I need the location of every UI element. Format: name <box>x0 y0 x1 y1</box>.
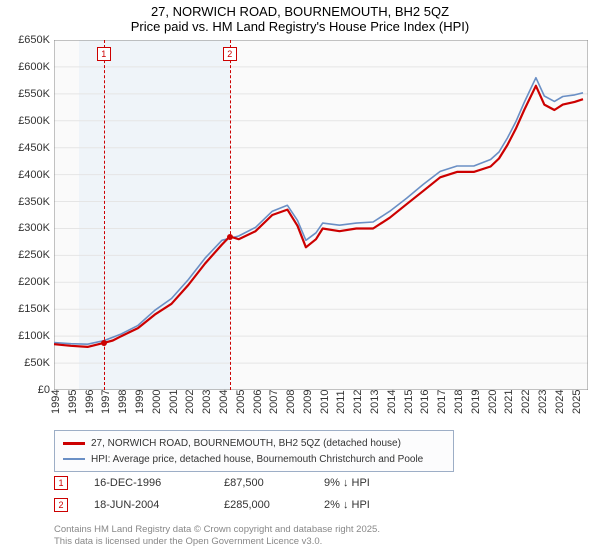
sale-row: 2 18-JUN-2004 £285,000 2% ↓ HPI <box>54 498 554 512</box>
x-tick-label: 2000 <box>151 390 163 414</box>
sale-marker-flag: 2 <box>223 44 237 62</box>
attribution-line: This data is licensed under the Open Gov… <box>54 536 574 548</box>
x-tick-label: 2012 <box>352 390 364 414</box>
legend-row: HPI: Average price, detached house, Bour… <box>63 451 445 467</box>
x-tick-label: 2011 <box>335 390 347 414</box>
y-tick-label: £400K <box>0 169 50 181</box>
sale-marker-line <box>104 40 105 390</box>
x-tick-label: 2023 <box>537 390 549 414</box>
x-tick-label: 1998 <box>117 390 129 414</box>
x-tick-label: 2008 <box>285 390 297 414</box>
x-tick-label: 2020 <box>487 390 499 414</box>
series-hpi <box>54 78 583 345</box>
sale-marker-badge: 2 <box>54 498 68 512</box>
y-tick-label: £600K <box>0 61 50 73</box>
sale-marker-flag: 1 <box>97 44 111 62</box>
legend-swatch <box>63 442 85 445</box>
legend-label: HPI: Average price, detached house, Bour… <box>91 454 423 465</box>
legend-label: 27, NORWICH ROAD, BOURNEMOUTH, BH2 5QZ (… <box>91 438 401 449</box>
y-tick-label: £50K <box>0 357 50 369</box>
y-tick-label: £100K <box>0 330 50 342</box>
sale-price: £87,500 <box>224 477 324 489</box>
x-tick-label: 2013 <box>369 390 381 414</box>
x-tick-label: 2018 <box>453 390 465 414</box>
x-tick-label: 2001 <box>168 390 180 414</box>
y-tick-label: £200K <box>0 276 50 288</box>
x-tick-label: 2010 <box>319 390 331 414</box>
sale-diff: 9% ↓ HPI <box>324 477 370 489</box>
y-tick-label: £500K <box>0 115 50 127</box>
x-tick-label: 2009 <box>302 390 314 414</box>
plot-area: 12 <box>54 40 588 390</box>
x-tick-label: 2017 <box>436 390 448 414</box>
x-tick-label: 2022 <box>520 390 532 414</box>
x-tick-label: 2015 <box>403 390 415 414</box>
chart-title: 27, NORWICH ROAD, BOURNEMOUTH, BH2 5QZ <box>0 4 600 19</box>
x-tick-label: 2002 <box>184 390 196 414</box>
x-axis: 1994199519961997199819992000200120022003… <box>54 392 588 428</box>
x-tick-label: 2005 <box>235 390 247 414</box>
sale-diff: 2% ↓ HPI <box>324 499 370 511</box>
y-tick-label: £0 <box>0 384 50 396</box>
legend-row: 27, NORWICH ROAD, BOURNEMOUTH, BH2 5QZ (… <box>63 435 445 451</box>
chart-subtitle: Price paid vs. HM Land Registry's House … <box>0 19 600 34</box>
attribution: Contains HM Land Registry data © Crown c… <box>54 524 574 548</box>
x-tick-label: 2016 <box>419 390 431 414</box>
y-tick-label: £450K <box>0 142 50 154</box>
series-price_paid <box>54 86 583 347</box>
x-tick-label: 2007 <box>268 390 280 414</box>
sale-marker-badge: 1 <box>54 476 68 490</box>
x-tick-label: 2003 <box>201 390 213 414</box>
y-tick-label: £550K <box>0 88 50 100</box>
y-tick-label: £650K <box>0 34 50 46</box>
x-tick-label: 2006 <box>252 390 264 414</box>
sale-marker-line <box>230 40 231 390</box>
legend-swatch <box>63 458 85 460</box>
legend: 27, NORWICH ROAD, BOURNEMOUTH, BH2 5QZ (… <box>54 430 454 472</box>
sale-row: 1 16-DEC-1996 £87,500 9% ↓ HPI <box>54 476 554 490</box>
y-tick-label: £250K <box>0 249 50 261</box>
x-tick-label: 1995 <box>67 390 79 414</box>
sale-point-dot <box>227 234 233 240</box>
y-tick-label: £350K <box>0 196 50 208</box>
plot-svg <box>54 40 588 390</box>
sale-point-dot <box>101 340 107 346</box>
x-tick-label: 2004 <box>218 390 230 414</box>
x-tick-label: 2025 <box>571 390 583 414</box>
sale-date: 16-DEC-1996 <box>94 477 224 489</box>
x-tick-label: 2019 <box>470 390 482 414</box>
x-tick-label: 2024 <box>554 390 566 414</box>
x-tick-label: 1994 <box>50 390 62 414</box>
chart-title-block: 27, NORWICH ROAD, BOURNEMOUTH, BH2 5QZ P… <box>0 0 600 36</box>
x-tick-label: 1996 <box>84 390 96 414</box>
sale-marker-badge: 1 <box>97 47 111 61</box>
y-tick-label: £150K <box>0 303 50 315</box>
x-tick-label: 2021 <box>503 390 515 414</box>
y-tick-label: £300K <box>0 222 50 234</box>
attribution-line: Contains HM Land Registry data © Crown c… <box>54 524 574 536</box>
sale-price: £285,000 <box>224 499 324 511</box>
x-tick-label: 1997 <box>100 390 112 414</box>
x-tick-label: 1999 <box>134 390 146 414</box>
chart-area: 12 <box>54 40 588 390</box>
x-tick-label: 2014 <box>386 390 398 414</box>
sale-marker-badge: 2 <box>223 47 237 61</box>
sale-date: 18-JUN-2004 <box>94 499 224 511</box>
